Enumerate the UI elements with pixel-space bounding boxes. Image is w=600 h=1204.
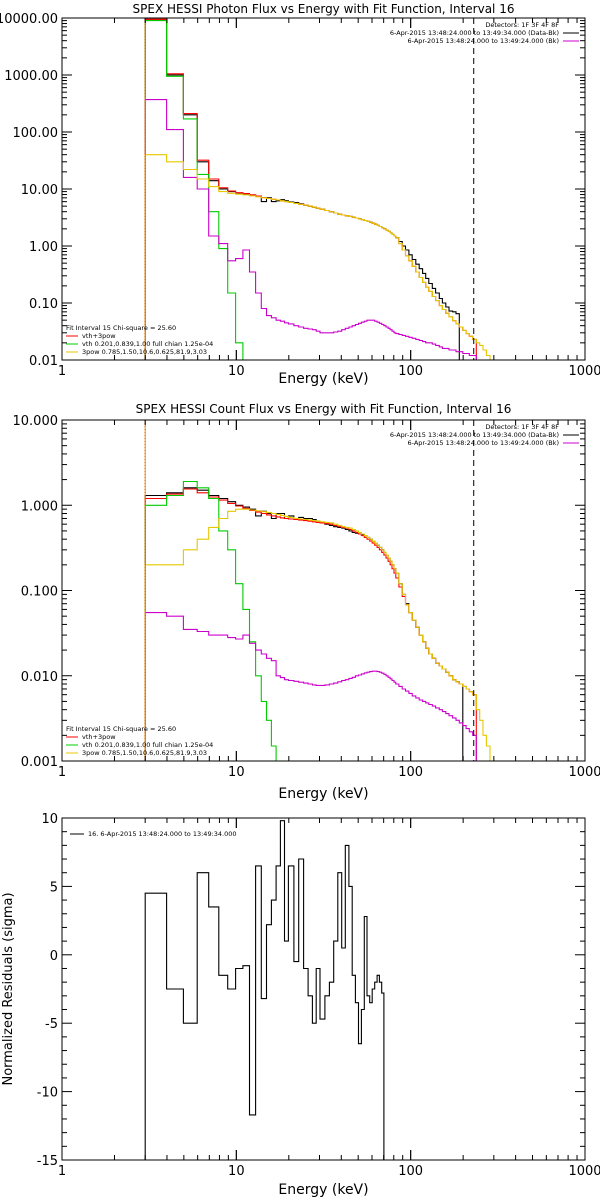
plot-frame (62, 18, 585, 360)
legend-topright-entry: 6-Apr-2015 13:48:24.000 to 13:49:34.000 … (390, 29, 559, 37)
chart-title: SPEX HESSI Photon Flux vs Energy with Fi… (133, 2, 515, 16)
legend-topleft-entry: 16. 6-Apr-2015 13:48:24.000 to 13:49:34.… (88, 830, 237, 838)
legend-topright-entry: 6-Apr-2015 13:48:24.000 to 13:49:34.000 … (390, 431, 559, 439)
series-3pow (145, 100, 476, 360)
y-tick-label: 0.001 (21, 755, 58, 770)
y-axis-label: Normalized Residuals (sigma) (1, 892, 16, 1085)
x-tick-label: 100 (398, 1164, 423, 1179)
plot-frame (62, 818, 585, 1160)
series-data (145, 488, 463, 761)
series-vth-3pow (145, 19, 476, 360)
legend-bottomleft-entry: 3pow 0.785,1.50,10.6,0.625,81.9,3.03 (82, 749, 207, 757)
legend-topright-entry: Detectors: 1F 3F 4F 8F (485, 423, 559, 431)
y-tick-label: 0.100 (21, 585, 58, 600)
x-tick-label: 100 (398, 364, 423, 379)
series-group (145, 19, 490, 377)
y-tick-label: 1000.00 (4, 69, 58, 84)
series-group (145, 821, 384, 1160)
y-tick-label: 0.10 (29, 297, 58, 312)
x-tick-label: 1 (58, 765, 66, 780)
y-tick-label: -10 (37, 1086, 58, 1101)
x-tick-label: 10 (228, 364, 245, 379)
series-3pow-yellow (145, 509, 490, 761)
legend-topright-entry: Detectors: 1F 3F 4F 8F (485, 21, 559, 29)
x-axis-label: Energy (keV) (278, 786, 368, 802)
legend-topright-entry: 6-Apr-2015 13:48:24.000 to 13:49:24.000 … (408, 37, 559, 45)
y-tick-label: 10.000 (13, 414, 59, 429)
panel-3: 1 10 100 1000 -15 -10 -5 0 5 10 Energy (keV) Normal… (1, 812, 600, 1198)
y-tick-label: 10.00 (21, 183, 58, 198)
legend-bottomleft-entry: vth 0.201,0.839,1.00 full chian 1.25e-04 (82, 741, 213, 749)
y-tick-label: -5 (45, 1017, 58, 1032)
series-vth-3pow (145, 489, 476, 761)
y-tick-label: 10 (41, 812, 58, 827)
chart-title: SPEX HESSI Count Flux vs Energy with Fit… (136, 402, 512, 416)
series-data (145, 19, 459, 360)
series-3pow (145, 613, 476, 761)
y-tick-label: -15 (37, 1154, 58, 1169)
x-tick-label: 1000 (568, 364, 600, 379)
x-tick-label: 1000 (568, 765, 600, 780)
x-tick-label: 10 (228, 1164, 245, 1179)
x-tick-label: 100 (398, 765, 423, 780)
y-tick-label: 100.00 (13, 126, 59, 141)
series-group (145, 482, 490, 770)
plot-frame (62, 420, 585, 761)
y-tick-label: 0 (50, 949, 58, 964)
panel-2: 1 10 100 1000 0.001 0.010 0.100 1.000 10.000 SPEX… (13, 402, 600, 802)
panel-1: 1 10 100 1000 0.01 0.10 1.00 10.00 100.00 1000.00… (0, 2, 600, 387)
x-tick-label: 1 (58, 364, 66, 379)
y-tick-label: 1.000 (21, 499, 58, 514)
x-tick-label: 1000 (568, 1164, 600, 1179)
legend-topright-entry: 6-Apr-2015 13:48:24.000 to 13:49:24.000 … (408, 439, 559, 447)
y-tick-label: 10000.00 (0, 12, 58, 27)
x-tick-label: 1 (58, 1164, 66, 1179)
legend-bottomleft-entry: vth 0.201,0.839,1.00 full chian 1.25e-04 (82, 340, 213, 348)
x-axis-label: Energy (keV) (278, 1182, 368, 1198)
legend-bottomleft-entry: vth+3pow (82, 332, 116, 340)
y-tick-label: 1.00 (29, 240, 58, 255)
y-tick-label: 0.01 (29, 354, 58, 369)
y-tick-label: 0.010 (21, 670, 58, 685)
legend-bottomleft-entry: Fit Interval 15 Chi-square = 25.60 (66, 725, 176, 733)
legend-bottomleft-entry: 3pow 0.785,1.50,10.6,0.625,81.9,3.03 (82, 348, 207, 356)
x-tick-label: 10 (228, 765, 245, 780)
legend-bottomleft-entry: vth+3pow (82, 733, 116, 741)
y-tick-label: 5 (50, 880, 58, 895)
legend-bottomleft-entry: Fit Interval 15 Chi-square = 25.60 (66, 324, 176, 332)
series-16-6-apr-2015-13-48-24-000-to-13-49-34-000 (145, 821, 384, 1160)
x-axis-label: Energy (keV) (278, 371, 368, 387)
